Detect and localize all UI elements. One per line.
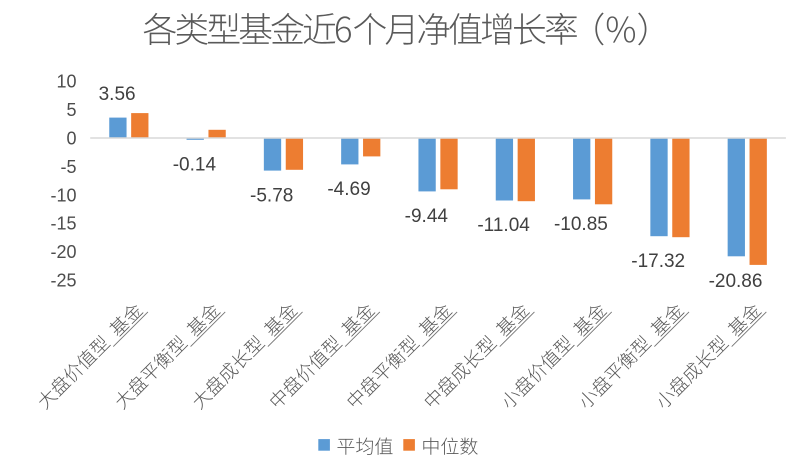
svg-text:-4.69: -4.69 [327,179,370,200]
svg-text:-20.86: -20.86 [709,271,763,292]
svg-text:10: 10 [56,72,76,92]
svg-text:-17.32: -17.32 [631,251,685,272]
svg-text:-5: -5 [60,157,76,177]
svg-text:-20: -20 [50,242,76,262]
svg-text:0: 0 [66,129,76,149]
svg-text:-25: -25 [50,271,76,291]
svg-text:-5.78: -5.78 [250,185,293,206]
svg-text:5: 5 [66,100,76,120]
svg-text:-15: -15 [50,214,76,234]
svg-text:-11.04: -11.04 [477,215,530,236]
svg-text:-9.44: -9.44 [405,206,449,227]
svg-text:-0.14: -0.14 [173,155,217,176]
svg-text:-10: -10 [50,185,76,205]
svg-text:-10.85: -10.85 [554,214,608,235]
svg-text:3.56: 3.56 [99,84,136,105]
